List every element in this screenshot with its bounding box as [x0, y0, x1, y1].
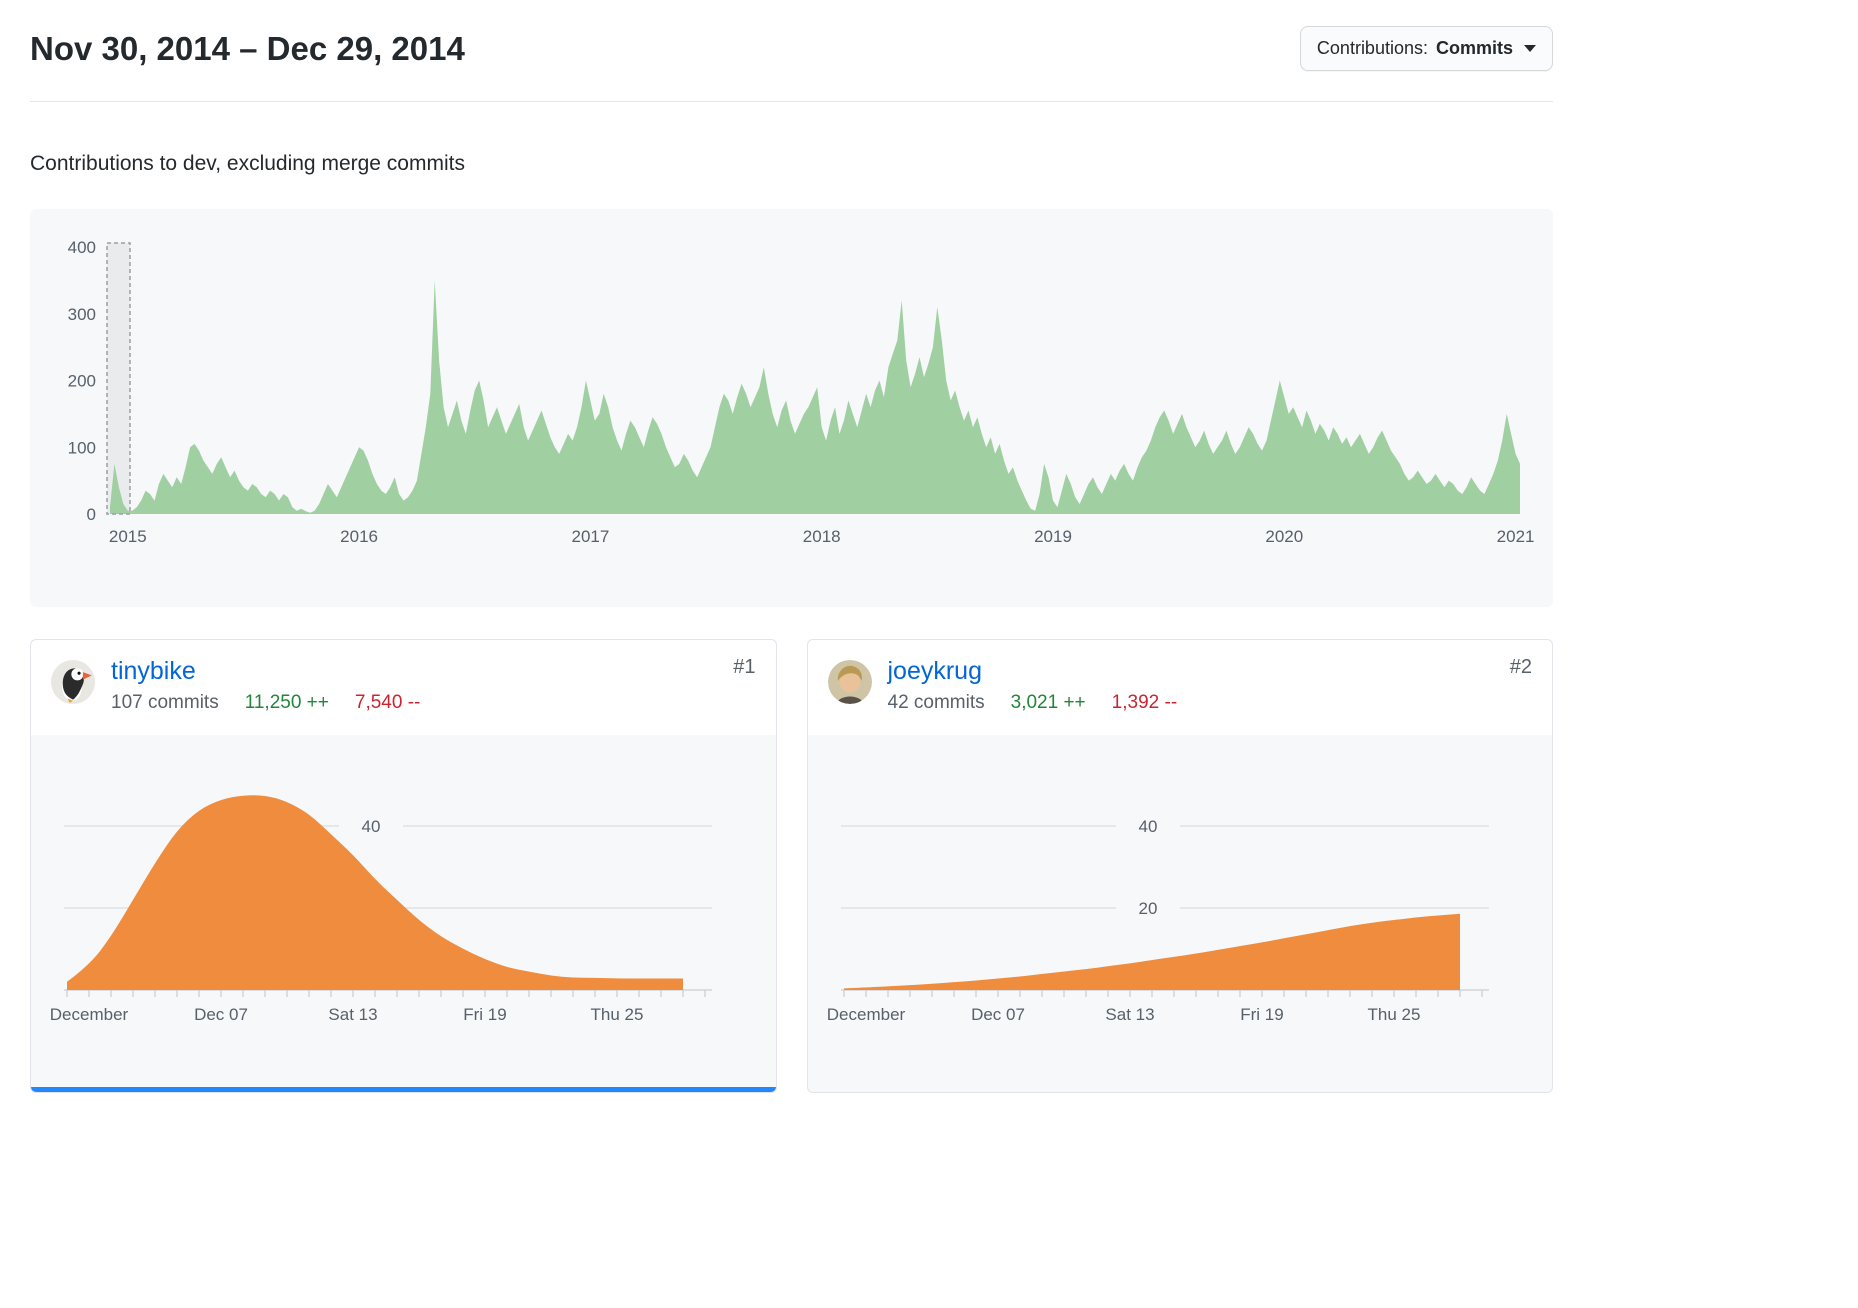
- contributor-stats: 42 commits 3,021 ++ 1,392 --: [888, 692, 1178, 714]
- contributor-cards: tinybike 107 commits 11,250 ++ 7,540 -- …: [30, 639, 1553, 1093]
- svg-text:2019: 2019: [1034, 527, 1072, 546]
- contributor-area-chart: 20 40 December Dec 07 Sat 13 Fri 19 Thu 25: [826, 817, 1489, 1024]
- header-divider: [30, 101, 1553, 102]
- svg-text:2015: 2015: [109, 527, 147, 546]
- page-header: Nov 30, 2014 – Dec 29, 2014 Contribution…: [30, 24, 1553, 71]
- commit-count: 42 commits: [887, 692, 985, 714]
- svg-text:2020: 2020: [1265, 527, 1303, 546]
- contributor-card-joeykrug: joeykrug 42 commits 3,021 ++ 1,392 -- #2…: [806, 639, 1553, 1093]
- contributions-area-chart[interactable]: 400 300 200 100 0 2015 2016 2017 2018 2019 2020 202…: [30, 209, 1553, 607]
- svg-text:100: 100: [68, 438, 96, 457]
- svg-text:Dec 07: Dec 07: [971, 1005, 1025, 1024]
- svg-text:40: 40: [1138, 817, 1157, 836]
- svg-text:Sat 13: Sat 13: [328, 1005, 377, 1024]
- contributor-info: joeykrug 42 commits 3,021 ++ 1,392 --: [888, 656, 1178, 714]
- contributor-info: tinybike 107 commits 11,250 ++ 7,540 --: [111, 656, 420, 714]
- svg-text:0: 0: [87, 505, 96, 524]
- svg-text:Fri 19: Fri 19: [1240, 1005, 1283, 1024]
- svg-text:Fri 19: Fri 19: [463, 1005, 506, 1024]
- contributor-name-link[interactable]: tinybike: [111, 657, 196, 685]
- chevron-down-icon: [1524, 45, 1536, 52]
- deletions-count: 7,540 --: [354, 692, 421, 714]
- additions-count: 3,021 ++: [1010, 692, 1086, 714]
- rank-badge: #2: [1509, 656, 1532, 678]
- contributions-graph-panel: 400 300 200 100 0 2015 2016 2017 2018 2019 2020 202…: [30, 209, 1553, 607]
- filter-label: Contributions:: [1316, 38, 1428, 58]
- svg-text:Thu 25: Thu 25: [591, 1005, 644, 1024]
- contributions-filter-dropdown[interactable]: Contributions: Commits: [1299, 26, 1553, 71]
- svg-text:2021: 2021: [1497, 527, 1535, 546]
- active-card-indicator-bar: [31, 1087, 776, 1092]
- svg-text:Thu 25: Thu 25: [1367, 1005, 1420, 1024]
- additions-count: 11,250 ++: [244, 692, 329, 714]
- svg-text:20: 20: [1138, 899, 1157, 918]
- contributor-name-link[interactable]: joeykrug: [887, 657, 983, 685]
- svg-text:2018: 2018: [803, 527, 841, 546]
- svg-text:Dec 07: Dec 07: [194, 1005, 248, 1024]
- svg-text:300: 300: [68, 305, 96, 324]
- svg-text:2016: 2016: [340, 527, 378, 546]
- svg-text:40: 40: [362, 817, 381, 836]
- svg-text:2017: 2017: [571, 527, 609, 546]
- deletions-count: 1,392 --: [1111, 692, 1178, 714]
- card-header: tinybike 107 commits 11,250 ++ 7,540 -- …: [31, 640, 776, 714]
- contributor-stats: 107 commits 11,250 ++ 7,540 --: [111, 692, 420, 714]
- avatar[interactable]: [827, 660, 872, 704]
- svg-text:200: 200: [68, 372, 96, 391]
- contributor-chart-area: 20 40 December Dec 07 Sat 13 Fri 19 Thu 25: [807, 735, 1552, 1092]
- avatar[interactable]: [51, 660, 95, 704]
- date-range-title: Nov 30, 2014 – Dec 29, 2014: [30, 30, 465, 67]
- svg-text:Sat 13: Sat 13: [1105, 1005, 1154, 1024]
- contributors-page: Nov 30, 2014 – Dec 29, 2014 Contribution…: [30, 24, 1553, 1093]
- contributor-card-tinybike: tinybike 107 commits 11,250 ++ 7,540 -- …: [30, 639, 777, 1093]
- rank-badge: #1: [733, 656, 756, 678]
- svg-text:December: December: [50, 1005, 129, 1024]
- chart-caption: Contributions to dev, excluding merge co…: [30, 152, 465, 175]
- filter-value: Commits: [1435, 38, 1513, 58]
- commit-count: 107 commits: [111, 692, 219, 714]
- svg-text:400: 400: [68, 238, 96, 257]
- card-header: joeykrug 42 commits 3,021 ++ 1,392 -- #2: [808, 640, 1553, 714]
- svg-text:December: December: [826, 1005, 905, 1024]
